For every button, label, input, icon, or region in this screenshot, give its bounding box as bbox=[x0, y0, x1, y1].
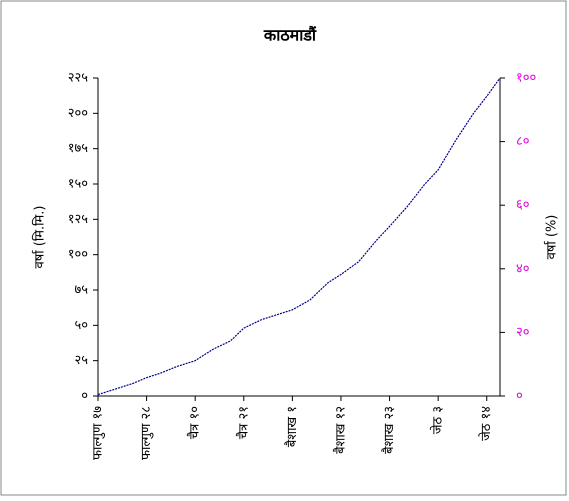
x-tick-label: जेठ ३ bbox=[430, 406, 446, 434]
y2-tick-label: १०० bbox=[516, 71, 536, 86]
y-tick-label: ७५ bbox=[74, 283, 88, 298]
y-tick-label: ५० bbox=[74, 318, 88, 333]
chart-title: काठमाडौं bbox=[263, 26, 317, 45]
y2-tick-label: ६० bbox=[516, 198, 530, 213]
x-tick-label: फाल्गुण २८ bbox=[139, 406, 154, 460]
y-tick-label: १७५ bbox=[68, 141, 89, 156]
x-tick-label: बैशाख १२ bbox=[332, 406, 348, 454]
x-tick-label: बैशाख २३ bbox=[381, 406, 397, 454]
y-tick-label: १५० bbox=[68, 177, 88, 192]
x-tick-label: फाल्गुण १७ bbox=[91, 406, 106, 460]
y-tick-label: २०० bbox=[68, 106, 88, 121]
line bbox=[97, 77, 501, 396]
y2-tick-label: ० bbox=[516, 389, 523, 404]
y-tick-label: १०० bbox=[68, 247, 88, 262]
y2-axis-label: वर्षा (%) bbox=[544, 215, 560, 260]
x-tick-label: चैत्र १० bbox=[187, 406, 203, 439]
y-tick-label: २२५ bbox=[68, 71, 89, 86]
y-axis-label: वर्षा (मि.मि.) bbox=[32, 206, 48, 269]
y2-tick-label: २० bbox=[516, 325, 530, 340]
y2-tick-label: ४० bbox=[516, 261, 530, 276]
x-tick-label: जेठ १४ bbox=[478, 406, 494, 441]
y-tick-label: २५ bbox=[74, 353, 88, 368]
y-tick-label: ० bbox=[81, 389, 88, 404]
x-tick-label: बैशाख १ bbox=[284, 406, 300, 447]
y-tick-label: १२५ bbox=[68, 212, 89, 227]
y2-tick-label: ८० bbox=[516, 134, 530, 149]
x-tick-label: चैत्र २१ bbox=[235, 406, 251, 439]
